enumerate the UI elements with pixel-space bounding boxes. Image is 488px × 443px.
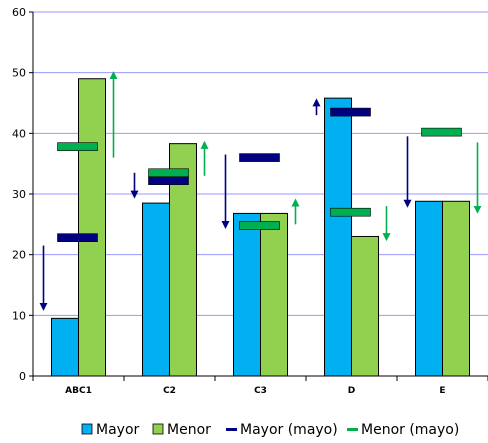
- marker-mayor-mayo-: [148, 176, 189, 185]
- marker-menor-mayo-: [148, 168, 189, 178]
- bar-mayor: [51, 317, 79, 377]
- bar-mayor: [324, 97, 352, 377]
- marker-menor-mayo-: [57, 142, 98, 151]
- marker-mayor-mayo-: [330, 107, 371, 117]
- legend-label-menor-mayo-: Menor (mayo): [361, 422, 459, 438]
- legend-label-mayor-mayo-: Mayor (mayo): [240, 422, 338, 438]
- marker-mayor-mayo-: [239, 153, 280, 162]
- marker-menor-mayo-: [330, 207, 371, 217]
- y-tick-label: 0: [19, 370, 26, 383]
- axes: 0 10 20 30 40 50 60 ABC1 C2 C3 D E: [12, 6, 488, 396]
- y-tick-label: 50: [12, 67, 26, 80]
- marker-mayor-mayo-: [57, 233, 98, 242]
- y-tick-label: 20: [12, 249, 26, 262]
- markers: [57, 107, 462, 242]
- y-tick-label: 40: [12, 127, 26, 140]
- bar-menor: [78, 78, 106, 377]
- y-tick-label: 10: [12, 309, 26, 322]
- marker-menor-mayo-: [239, 221, 280, 230]
- legend-swatch-mayor: [81, 423, 93, 435]
- grid-lines: [33, 11, 488, 316]
- bar-mayor: [415, 200, 443, 377]
- bar-mayor: [142, 202, 170, 377]
- x-tick-label: ABC1: [65, 386, 92, 396]
- legend-swatch-mayor-mayo-: [226, 428, 237, 431]
- y-tick-label: 30: [12, 188, 26, 201]
- legend-swatch-menor-mayo-: [347, 428, 358, 431]
- bar-menor: [260, 212, 288, 377]
- legend-label-menor: Menor: [167, 422, 211, 438]
- bar-mayor: [233, 212, 261, 377]
- marker-menor-mayo-: [421, 127, 462, 137]
- x-tick-label: C3: [254, 386, 267, 396]
- x-tick-label: E: [439, 386, 445, 396]
- x-tick-label: D: [348, 386, 355, 396]
- y-tick-label: 60: [12, 6, 26, 19]
- bar-menor: [351, 235, 379, 377]
- bars: [51, 78, 470, 377]
- legend-swatch-menor: [152, 423, 164, 435]
- arrows: [39, 71, 482, 311]
- x-tick-label: C2: [163, 386, 176, 396]
- bar-menor: [442, 200, 470, 377]
- legend: Mayor Menor Mayor (mayo) Menor (mayo): [81, 422, 459, 438]
- legend-label-mayor: Mayor: [96, 422, 140, 438]
